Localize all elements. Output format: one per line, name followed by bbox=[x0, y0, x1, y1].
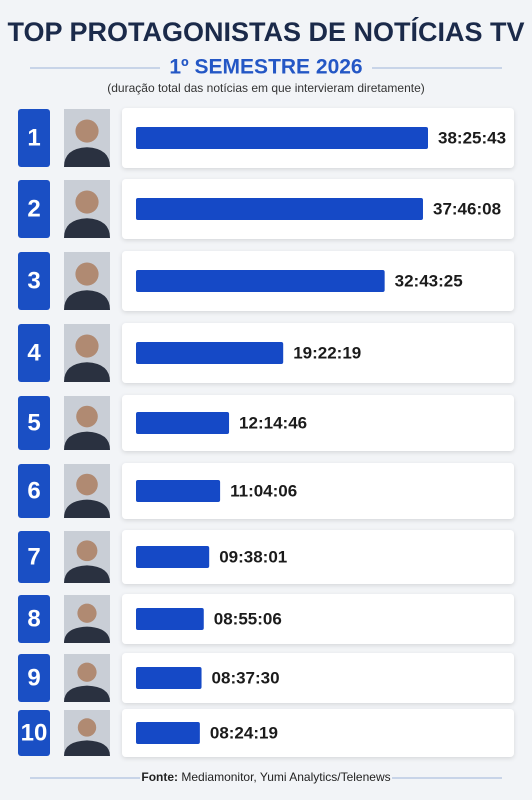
rank-label: 10 bbox=[21, 719, 48, 746]
row-card bbox=[122, 463, 514, 519]
value-label: 08:24:19 bbox=[210, 723, 278, 742]
rank-badge bbox=[18, 531, 50, 583]
bar bbox=[136, 667, 202, 689]
photo-body bbox=[64, 626, 110, 643]
photo-head bbox=[75, 334, 99, 358]
row-card bbox=[122, 395, 514, 451]
row-card bbox=[122, 323, 514, 383]
source: Fonte: Mediamonitor, Yumi Analytics/Tele… bbox=[141, 770, 390, 784]
photo-head bbox=[77, 662, 97, 682]
photo-body bbox=[64, 499, 110, 518]
source-label: Fonte: bbox=[141, 770, 178, 784]
rank-label: 6 bbox=[27, 477, 40, 504]
value-label: 08:55:06 bbox=[214, 609, 282, 628]
photo-head bbox=[75, 190, 99, 214]
photo-body bbox=[64, 685, 110, 702]
bar bbox=[136, 270, 385, 292]
rank-label: 8 bbox=[27, 605, 40, 632]
chart-title: TOP PROTAGONISTAS DE NOTÍCIAS TV bbox=[7, 16, 524, 47]
value-label: 19:22:19 bbox=[293, 343, 361, 362]
rank-label: 9 bbox=[27, 664, 40, 691]
bar bbox=[136, 127, 428, 149]
value-label: 09:38:01 bbox=[219, 547, 287, 566]
rank-label: 1 bbox=[27, 124, 40, 151]
photo-head bbox=[76, 405, 98, 428]
rank-badge bbox=[18, 109, 50, 167]
photo-head bbox=[75, 119, 99, 143]
source-text: Mediamonitor, Yumi Analytics/Telenews bbox=[181, 770, 390, 784]
value-label: 12:14:46 bbox=[239, 413, 307, 432]
bar bbox=[136, 608, 204, 630]
rank-badge bbox=[18, 595, 50, 643]
chart-note: (duração total das notícias em que inter… bbox=[107, 81, 425, 95]
photo-head bbox=[75, 262, 99, 286]
photo-body bbox=[64, 147, 110, 167]
value-label: 38:25:43 bbox=[438, 128, 506, 147]
bar bbox=[136, 546, 210, 568]
photo-head bbox=[77, 718, 97, 737]
photo-body bbox=[64, 431, 110, 450]
photo-body bbox=[64, 218, 110, 238]
photo-body bbox=[64, 362, 110, 382]
value-label: 32:43:25 bbox=[395, 271, 463, 290]
bar bbox=[136, 412, 230, 434]
rank-label: 5 bbox=[27, 409, 40, 436]
rank-badge bbox=[18, 710, 50, 756]
rank-badge bbox=[18, 180, 50, 238]
value-label: 37:46:08 bbox=[433, 199, 501, 218]
row-card bbox=[122, 709, 514, 757]
bar bbox=[136, 480, 221, 502]
rank-badge bbox=[18, 252, 50, 310]
rank-label: 7 bbox=[27, 543, 40, 570]
value-label: 08:37:30 bbox=[212, 668, 280, 687]
value-label: 11:04:06 bbox=[230, 481, 297, 500]
photo-head bbox=[76, 540, 98, 562]
bar bbox=[136, 198, 423, 220]
photo-head bbox=[76, 473, 98, 496]
chart-subtitle: 1º SEMESTRE 2026 bbox=[169, 56, 362, 79]
photo-body bbox=[64, 565, 110, 583]
photo-body bbox=[64, 290, 110, 310]
rank-badge bbox=[18, 654, 50, 702]
row-card bbox=[122, 653, 514, 703]
rank-badge bbox=[18, 324, 50, 382]
rank-label: 2 bbox=[27, 195, 40, 222]
rows: 1 38:25:43 2 37:46:08 3 32:43:25 4 19:22:19 5 12:… bbox=[18, 108, 514, 757]
photo-body bbox=[64, 740, 110, 756]
row-card bbox=[122, 594, 514, 644]
bar bbox=[136, 342, 284, 364]
rank-badge bbox=[18, 396, 50, 450]
photo-head bbox=[77, 603, 97, 623]
row-card bbox=[122, 530, 514, 584]
rank-badge bbox=[18, 464, 50, 518]
rank-label: 4 bbox=[27, 339, 41, 366]
bar bbox=[136, 722, 200, 744]
rank-label: 3 bbox=[27, 267, 40, 294]
